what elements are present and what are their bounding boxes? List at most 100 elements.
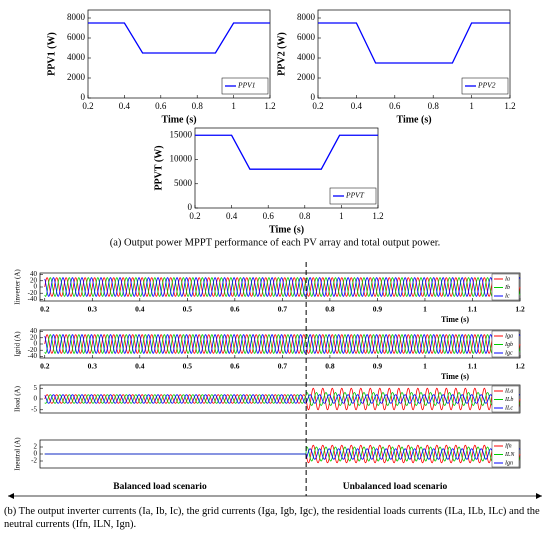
x-tick-label: 1.2 xyxy=(504,101,515,111)
y-tick-label: -5 xyxy=(31,405,37,413)
x-tick-label: 1 xyxy=(469,101,474,111)
y-tick-label: 4000 xyxy=(67,52,86,62)
y-tick-label: 0 xyxy=(311,92,316,102)
y-tick-label: 40 xyxy=(30,327,38,335)
y-axis-label: Iload (A) xyxy=(14,385,22,412)
x-tick-label: 0.6 xyxy=(389,101,401,111)
x-tick-label: 0.3 xyxy=(88,305,98,314)
legend-label: Ia xyxy=(504,276,510,282)
y-tick-label: -20 xyxy=(28,346,38,354)
wave xyxy=(44,334,521,354)
x-tick-label: 0.2 xyxy=(40,362,50,371)
legend-label: Ifn xyxy=(504,442,512,449)
y-tick-label: 15000 xyxy=(170,129,193,139)
wave xyxy=(44,387,521,411)
y-tick-label: -40 xyxy=(28,295,38,303)
plot-frame xyxy=(39,384,521,414)
x-tick-label: 0.4 xyxy=(119,101,131,111)
y-axis-label: PPVT (W) xyxy=(153,145,164,190)
y-tick-label: 8000 xyxy=(297,12,316,22)
x-tick-label: 1.2 xyxy=(264,101,275,111)
x-tick-label: 0.2 xyxy=(189,211,200,221)
x-axis-label: Time (s) xyxy=(396,114,431,125)
y-axis-label: PPV1 (W) xyxy=(46,32,57,76)
x-tick-label: 0.7 xyxy=(278,305,288,314)
y-axis-label: Igrid (A) xyxy=(14,331,22,357)
x-tick-label: 0.4 xyxy=(135,305,145,314)
wave xyxy=(44,392,521,406)
legend-label: ILN xyxy=(504,452,515,458)
y-tick-label: 2000 xyxy=(297,72,316,82)
line xyxy=(195,134,378,170)
y-tick-label: 5000 xyxy=(174,178,193,188)
x-axis-label: Time (s) xyxy=(161,114,196,125)
legend-label: Ib xyxy=(504,285,510,291)
x-tick-label: 0.7 xyxy=(278,362,288,371)
scenario-label: Unbalanced load scenario xyxy=(343,482,448,492)
legend-box xyxy=(221,77,269,95)
x-tick-label: 0.6 xyxy=(263,211,275,221)
legend-label: Igb xyxy=(504,342,513,348)
x-tick-label: 1.2 xyxy=(515,362,525,371)
y-tick-label: 6000 xyxy=(67,32,86,42)
x-tick-label: 0.4 xyxy=(135,362,145,371)
x-tick-label: 0.6 xyxy=(230,305,240,314)
legend-label: Ign xyxy=(504,460,513,466)
x-axis-label: Time (s) xyxy=(441,372,469,381)
x-tick-label: 0.4 xyxy=(226,211,238,221)
x-axis-label: Time (s) xyxy=(269,224,304,235)
y-tick-label: 10000 xyxy=(170,154,193,164)
y-tick-label: 0 xyxy=(34,283,38,291)
legend-label: Iga xyxy=(504,333,513,339)
line xyxy=(318,22,510,64)
x-tick-label: 0.4 xyxy=(351,101,363,111)
x-axis-label: Time (s) xyxy=(441,315,469,324)
y-tick-label: -40 xyxy=(28,352,38,360)
y-tick-label: 0 xyxy=(34,395,38,403)
x-tick-label: 0.8 xyxy=(325,362,335,371)
x-tick-label: 0.2 xyxy=(312,101,323,111)
wave xyxy=(44,277,521,297)
legend-label: ILb xyxy=(504,397,513,403)
y-axis-label: PPV2 (W) xyxy=(276,32,287,76)
x-tick-label: 0.9 xyxy=(373,305,383,314)
x-tick-label: 0.8 xyxy=(325,305,335,314)
y-tick-label: 2 xyxy=(34,443,38,451)
x-tick-label: 0.6 xyxy=(155,101,167,111)
x-tick-label: 1 xyxy=(423,362,427,371)
x-tick-label: 0.5 xyxy=(183,362,193,371)
x-tick-label: 1 xyxy=(423,305,427,314)
x-tick-label: 1.2 xyxy=(515,305,525,314)
x-tick-label: 1.1 xyxy=(468,362,478,371)
y-tick-label: 0 xyxy=(34,450,38,458)
x-tick-label: 0.9 xyxy=(373,362,383,371)
wave xyxy=(44,334,521,354)
legend-label: ILc xyxy=(504,405,513,411)
y-tick-label: 0 xyxy=(34,340,38,348)
y-tick-label: 2000 xyxy=(67,72,86,82)
y-tick-label: -2 xyxy=(31,457,37,465)
y-tick-label: 20 xyxy=(30,333,38,341)
x-tick-label: 0.2 xyxy=(82,101,93,111)
x-tick-label: 0.2 xyxy=(40,305,50,314)
scenario-label: Balanced load scenario xyxy=(113,482,207,492)
x-tick-label: 0.8 xyxy=(299,211,311,221)
legend-label: ILa xyxy=(504,388,513,394)
x-tick-label: 1 xyxy=(231,101,236,111)
wave xyxy=(44,334,521,354)
legend-box xyxy=(461,77,509,95)
y-tick-label: 4000 xyxy=(297,52,316,62)
wave xyxy=(44,277,521,297)
chart: (a) Output power MPPT performance of eac… xyxy=(8,9,542,499)
legend-label: PPVT xyxy=(345,191,365,200)
caption-a: (a) Output power MPPT performance of eac… xyxy=(110,237,441,248)
y-axis-label: Ineutral (A) xyxy=(14,437,22,471)
y-tick-label: -20 xyxy=(28,289,38,297)
x-tick-label: 1.2 xyxy=(372,211,383,221)
y-tick-label: 0 xyxy=(81,92,86,102)
legend-label: PPV2 xyxy=(477,81,496,90)
line xyxy=(88,22,270,54)
wave xyxy=(44,448,521,460)
x-tick-label: 0.8 xyxy=(428,101,440,111)
